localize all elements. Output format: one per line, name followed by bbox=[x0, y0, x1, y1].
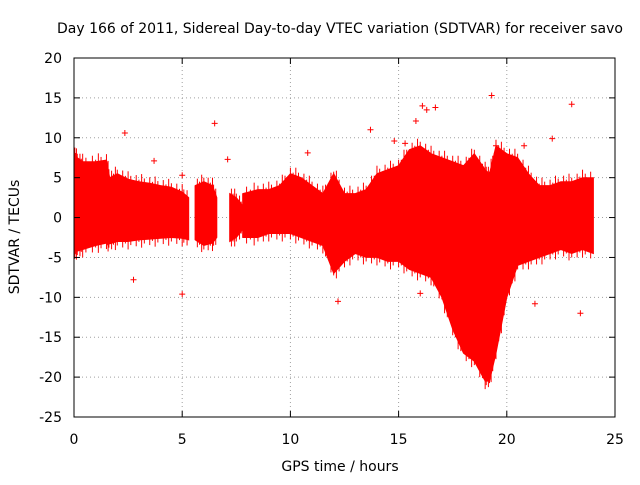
data-band-segment bbox=[242, 144, 594, 382]
y-tick-label: -10 bbox=[39, 290, 62, 306]
outlier-point bbox=[402, 140, 409, 147]
y-tick-label: -20 bbox=[39, 370, 62, 386]
outlier-point bbox=[488, 92, 495, 99]
outlier-point bbox=[577, 310, 584, 317]
outlier-point bbox=[521, 142, 528, 149]
outlier-point bbox=[531, 300, 538, 307]
outlier-point bbox=[432, 104, 439, 111]
x-axis-label: GPS time / hours bbox=[281, 459, 398, 475]
outlier-point bbox=[417, 290, 424, 297]
y-tick-label: 15 bbox=[44, 91, 62, 107]
x-tick-label: 5 bbox=[178, 432, 187, 448]
outlier-point bbox=[568, 101, 575, 108]
outlier-point bbox=[224, 156, 231, 163]
outlier-point bbox=[179, 172, 186, 179]
chart-title: Day 166 of 2011, Sidereal Day-to-day VTE… bbox=[57, 21, 623, 37]
y-tick-label: -15 bbox=[39, 330, 62, 346]
y-tick-label: 10 bbox=[44, 131, 62, 147]
outlier-point bbox=[121, 129, 128, 136]
y-tick-label: 0 bbox=[53, 211, 62, 227]
y-tick-label: -5 bbox=[48, 250, 62, 266]
y-axis-label: SDTVAR / TECUs bbox=[7, 180, 23, 295]
y-tick-label: 5 bbox=[53, 171, 62, 187]
outlier-point bbox=[549, 135, 556, 142]
outlier-point bbox=[335, 298, 342, 305]
outlier-point bbox=[211, 120, 218, 127]
x-tick-label: 15 bbox=[390, 432, 408, 448]
outlier-point bbox=[391, 137, 398, 144]
outlier-point bbox=[423, 106, 430, 113]
x-tick-label: 20 bbox=[498, 432, 516, 448]
outlier-point bbox=[492, 142, 499, 149]
outlier-point bbox=[179, 291, 186, 298]
x-tick-label: 25 bbox=[606, 432, 624, 448]
plot-frame bbox=[73, 57, 616, 418]
outlier-point bbox=[304, 149, 311, 156]
x-tick-label: 0 bbox=[70, 432, 79, 448]
outlier-point bbox=[412, 118, 419, 125]
x-tick-labels: 0 5 10 15 20 25 bbox=[70, 432, 624, 448]
x-tick-label: 10 bbox=[281, 432, 299, 448]
y-tick-label: 20 bbox=[44, 51, 62, 67]
y-tick-label: -25 bbox=[39, 410, 62, 426]
data-series bbox=[73, 138, 594, 390]
y-tick-labels: -25 -20 -15 -10 -5 0 5 10 15 20 bbox=[39, 51, 62, 426]
outlier-point bbox=[419, 102, 426, 109]
outlier-points bbox=[121, 92, 584, 317]
ticks bbox=[73, 57, 616, 418]
outlier-point bbox=[367, 126, 374, 133]
outlier-point bbox=[130, 276, 137, 283]
outlier-point bbox=[151, 157, 158, 164]
